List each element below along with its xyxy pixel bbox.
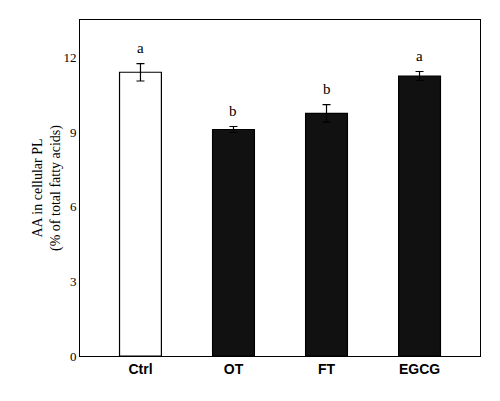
svg-text:12: 12 — [63, 50, 76, 65]
svg-text:FT: FT — [318, 361, 336, 377]
svg-text:b: b — [323, 81, 331, 97]
svg-text:0: 0 — [70, 349, 77, 364]
svg-text:3: 3 — [70, 274, 77, 289]
svg-text:AA in cellular PL(% of total f: AA in cellular PL(% of total fatty acids… — [30, 125, 64, 251]
svg-text:Ctrl: Ctrl — [128, 361, 152, 377]
svg-text:EGCG: EGCG — [399, 361, 440, 377]
svg-text:a: a — [416, 48, 423, 64]
svg-text:b: b — [229, 103, 237, 119]
svg-text:6: 6 — [70, 199, 77, 214]
svg-text:a: a — [137, 40, 144, 56]
svg-text:9: 9 — [70, 125, 77, 140]
svg-text:OT: OT — [224, 361, 244, 377]
